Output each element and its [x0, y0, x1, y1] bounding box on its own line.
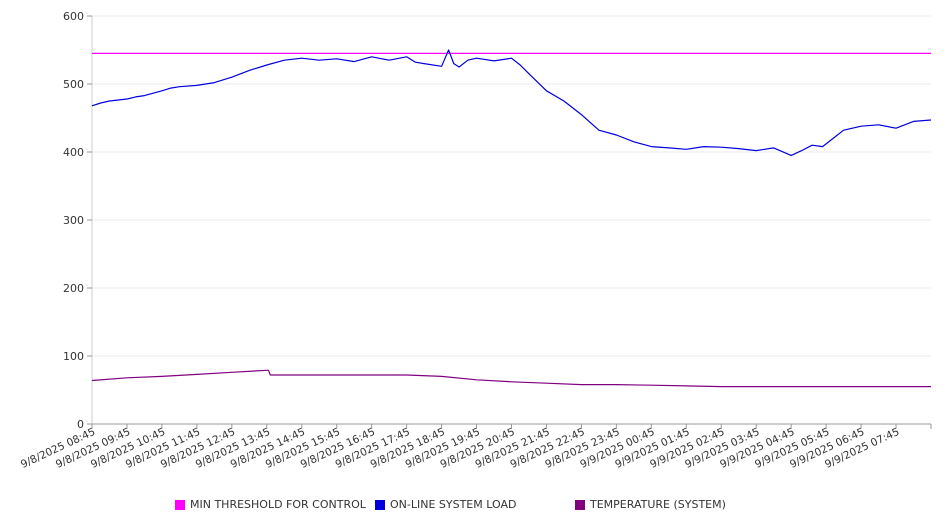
- legend-swatch: [575, 499, 585, 510]
- legend-label: ON-LINE SYSTEM LOAD: [390, 498, 517, 511]
- legend-swatch: [175, 499, 185, 510]
- y-tick-label: 100: [63, 350, 84, 363]
- x-axis-ticks: 9/8/2025 08:459/8/2025 09:459/8/2025 10:…: [19, 424, 932, 471]
- legend-label: MIN THRESHOLD FOR CONTROL: [190, 498, 366, 511]
- series-line-2: [91, 369, 931, 388]
- legend-swatch: [375, 499, 385, 510]
- y-tick-label: 200: [63, 282, 84, 295]
- legend-label: TEMPERATURE (SYSTEM): [590, 498, 726, 511]
- legend: MIN THRESHOLD FOR CONTROL ON-LINE SYSTEM…: [0, 498, 946, 514]
- y-tick-label: 500: [63, 78, 84, 91]
- y-tick-label: 300: [63, 214, 84, 227]
- y-axis-ticks: 0 100 200 300 400 500 600: [63, 10, 92, 431]
- y-tick-label: 600: [63, 10, 84, 23]
- y-tick-label: 400: [63, 146, 84, 159]
- series-lines: [91, 49, 932, 388]
- legend-item-min-threshold: MIN THRESHOLD FOR CONTROL: [175, 498, 366, 511]
- series-line-1: [91, 49, 932, 156]
- legend-item-system-load: ON-LINE SYSTEM LOAD: [375, 498, 516, 511]
- legend-item-temperature: TEMPERATURE (SYSTEM): [575, 498, 726, 511]
- y-tick-label: 0: [77, 418, 84, 431]
- grid-lines: [92, 15, 931, 357]
